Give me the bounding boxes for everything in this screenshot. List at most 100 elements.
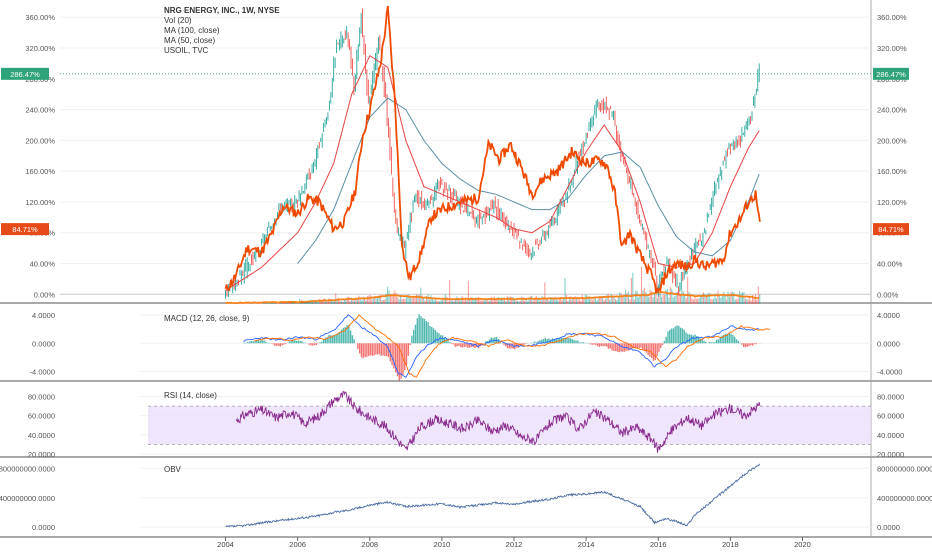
volume-bar <box>335 293 336 304</box>
volume-bar <box>371 299 372 304</box>
price-tick-right: 120.00% <box>877 198 907 207</box>
volume-bar <box>406 297 407 304</box>
volume-bar <box>412 298 413 304</box>
rsi-tick-right: 80.0000 <box>877 393 904 402</box>
time-tick-label: 2006 <box>289 540 306 549</box>
volume-bar <box>488 301 489 304</box>
macd-histogram-bar <box>738 341 739 344</box>
macd-histogram-bar <box>739 343 740 344</box>
macd-histogram-bar <box>447 340 448 343</box>
macd-histogram-bar <box>667 331 668 343</box>
volume-bar <box>683 292 684 304</box>
volume-bar <box>402 299 403 304</box>
macd-histogram-bar <box>523 343 524 345</box>
macd-histogram-bar <box>729 333 730 343</box>
volume-bar <box>373 298 374 304</box>
volume-bar <box>755 294 756 304</box>
macd-histogram-bar <box>655 343 656 360</box>
volume-bar <box>507 296 508 304</box>
ma50-line <box>226 56 760 291</box>
macd-histogram-bar <box>575 341 576 344</box>
grid-layer <box>0 0 932 537</box>
volume-bar <box>443 299 444 304</box>
macd-histogram-bar <box>276 343 277 345</box>
volume-bar <box>502 299 503 304</box>
volume-bar <box>712 299 713 304</box>
macd-histogram-bar <box>460 343 461 347</box>
last-value-text-right: 286.47% <box>876 70 906 79</box>
volume-bar <box>352 300 353 304</box>
volume-bar <box>341 301 342 304</box>
macd-histogram-bar <box>620 343 621 351</box>
time-tick-label: 2014 <box>578 540 595 549</box>
macd-histogram-bar <box>458 343 459 346</box>
macd-histogram-bar <box>417 318 418 343</box>
volume-bar <box>650 289 651 304</box>
volume-bar <box>569 298 570 304</box>
volume-bar <box>494 296 495 304</box>
volume-bar <box>627 293 628 304</box>
macd-histogram-bar <box>321 342 322 344</box>
volume-bar <box>549 300 550 304</box>
volume-bar <box>381 300 382 304</box>
volume-bar <box>456 296 457 304</box>
volume-bar <box>482 300 483 304</box>
macd-histogram-bar <box>280 343 281 346</box>
macd-histogram-bar <box>649 343 650 357</box>
volume-bar <box>484 301 485 304</box>
volume-bar <box>468 281 469 304</box>
volume-bar <box>355 297 356 304</box>
obv-tick-right: 400000000.0000 <box>877 494 932 503</box>
obv-tick-left: 0.0000 <box>32 523 55 532</box>
volume-bar <box>485 300 486 304</box>
volume-bar <box>687 277 688 304</box>
macd-histogram-bar <box>734 337 735 344</box>
volume-bar <box>524 301 525 304</box>
macd-histogram-bar <box>637 343 638 348</box>
volume-bar <box>527 301 528 304</box>
study-ma100[interactable]: MA (100, close) <box>164 26 280 36</box>
macd-histogram-bar <box>422 318 423 343</box>
volume-bar <box>674 296 675 304</box>
macd-histogram-bar <box>536 342 537 343</box>
volume-bar <box>397 297 398 304</box>
volume-bar <box>384 299 385 304</box>
volume-bar <box>420 288 421 304</box>
volume-bar <box>510 296 511 304</box>
price-tick-right: 160.00% <box>877 167 907 176</box>
rsi-tick-right: 20.0000 <box>877 450 904 459</box>
volume-bar <box>609 300 610 304</box>
macd-histogram-bar <box>453 343 454 344</box>
symbol-title: NRG ENERGY, INC., 1W, NYSE <box>164 6 280 16</box>
macd-histogram-bar <box>413 330 414 343</box>
volume-bar <box>671 289 672 304</box>
price-tick-left: 40.00% <box>30 260 56 269</box>
volume-bar <box>632 273 633 304</box>
rsi-tick-left: 80.0000 <box>28 393 55 402</box>
macd-histogram-bar <box>730 334 731 344</box>
macd-histogram-bar <box>662 343 663 345</box>
study-vol[interactable]: Vol (20) <box>164 16 280 26</box>
volume-bar <box>619 292 620 304</box>
study-usoil[interactable]: USOIL, TVC <box>164 46 280 56</box>
price-tick-right: 40.00% <box>877 260 903 269</box>
macd-histogram-bar <box>391 343 392 365</box>
study-ma50[interactable]: MA (50, close) <box>164 36 280 46</box>
macd-histogram-bar <box>431 327 432 343</box>
macd-tick-right: -4.0000 <box>877 368 902 377</box>
volume-bar <box>451 300 452 304</box>
volume-bar <box>661 297 662 304</box>
macd-histogram-bar <box>426 321 427 343</box>
time-tick-label: 2004 <box>217 540 234 549</box>
volume-bar <box>429 299 430 304</box>
macd-histogram-bar <box>253 341 254 343</box>
volume-bar <box>745 299 746 304</box>
macd-histogram-bar <box>418 314 419 343</box>
price-tick-right: 320.00% <box>877 44 907 53</box>
macd-histogram-bar <box>606 343 607 347</box>
macd-histogram-bar <box>613 343 614 351</box>
price-tick-left: 360.00% <box>25 13 55 22</box>
volume-bar <box>439 301 440 304</box>
